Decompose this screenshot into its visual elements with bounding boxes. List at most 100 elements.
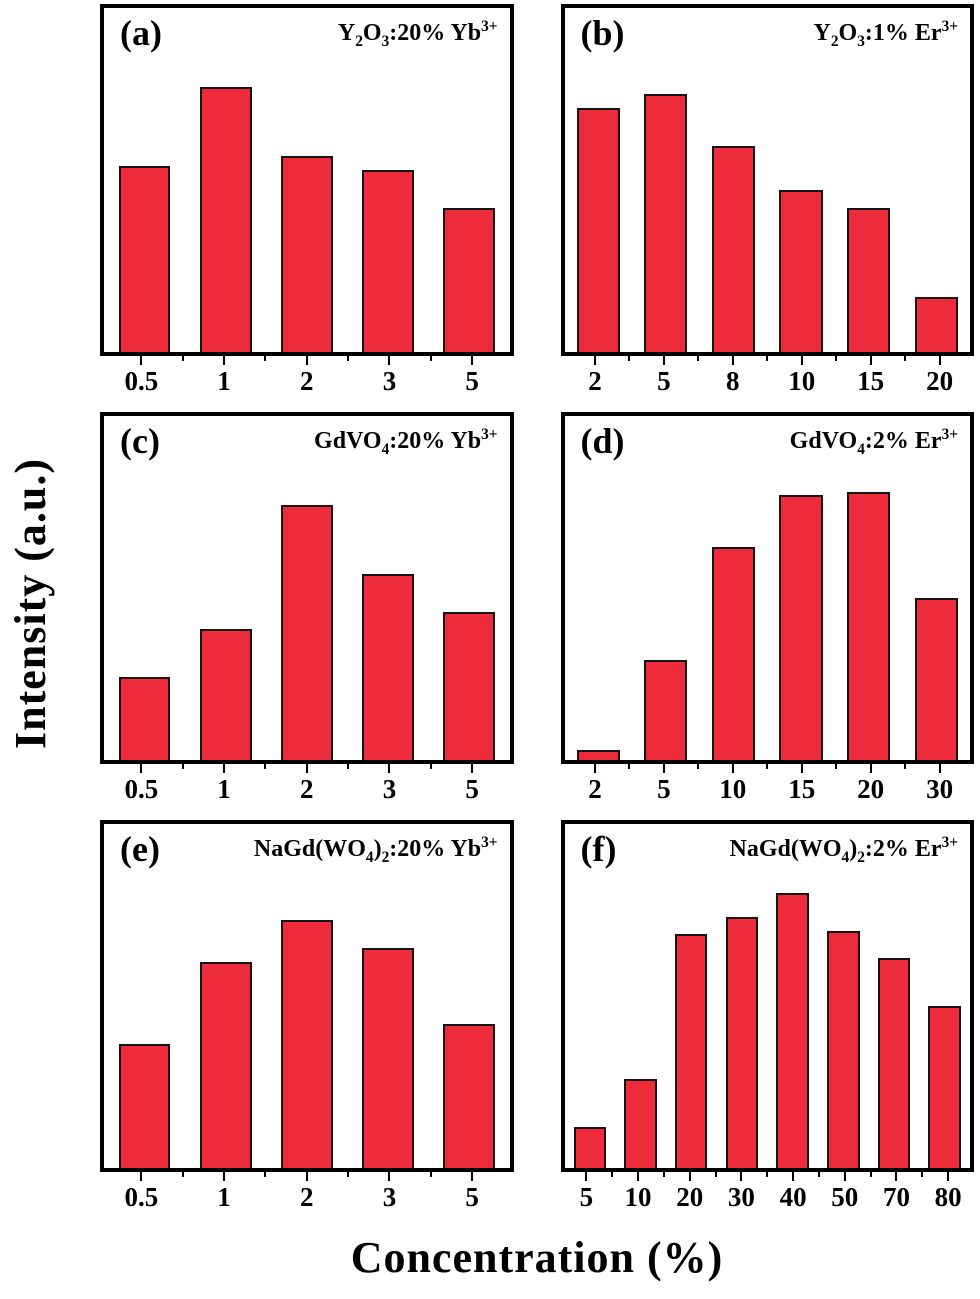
bar-50 [827,930,860,1168]
major-tick [792,1172,795,1181]
bar-cell [632,416,700,760]
x-tick-labels: 5 10 20 30 40 50 70 80 [561,1182,975,1212]
bar-cell [104,416,185,760]
x-tick-label: 1 [217,366,231,396]
panel-c: (c) GdVO4:20% Yb3+ 0.5 1 2 3 5 [100,412,514,804]
major-tick [938,356,941,365]
bar-cell [565,824,616,1168]
bar-cell [565,416,633,760]
bar-cell [104,8,185,352]
x-tick-label: 30 [926,774,954,804]
minor-tick [835,764,838,769]
panel-title: Y2O3:1% Er3+ [813,18,958,50]
bar-0.5 [118,1044,171,1168]
panel-label: (a) [120,13,162,53]
bar-cell [428,416,509,760]
panel-a: (a) Y2O3:20% Yb3+ 0.5 1 2 3 5 [100,4,514,396]
x-tick-label: 10 [719,774,747,804]
x-axis-label: Concentration (%) [350,1233,724,1282]
x-ticks [100,356,514,366]
plot-area-c: (c) GdVO4:20% Yb3+ [100,412,514,764]
bar-cell [632,8,700,352]
minor-tick [181,1172,184,1177]
major-tick [800,356,803,365]
bar-cell [428,824,509,1168]
bar-0.5 [118,166,171,352]
minor-tick [347,1172,350,1177]
bar-cell [428,8,509,352]
minor-tick [264,356,267,361]
minor-tick [662,1172,665,1177]
bar-2 [280,920,333,1168]
minor-tick [264,764,267,769]
bar-cell [835,8,903,352]
x-tick-label: 70 [882,1182,910,1212]
bar-cell [700,8,768,352]
minor-tick [817,1172,820,1177]
x-tick-labels: 2 5 8 10 15 20 [561,366,975,396]
minor-tick [429,356,432,361]
x-tick-label: 3 [382,1182,397,1212]
major-tick [388,1172,391,1181]
x-tick-label: 1 [217,774,231,804]
x-tick-label: 2 [588,774,602,804]
x-tick-label: 2 [300,1182,314,1212]
bar-cell [717,824,768,1168]
x-tick-label: 5 [579,1182,594,1212]
x-tick-label: 0.5 [124,1182,159,1212]
x-tick-label: 0.5 [124,774,159,804]
bar-1 [199,961,252,1168]
bar-cell [767,824,818,1168]
major-tick [471,1172,474,1181]
bar-2 [576,749,620,760]
panel-title: NaGd(WO4)2:20% Yb3+ [253,834,498,866]
bar-10 [624,1078,657,1168]
plot-area-e: (e) NaGd(WO4)2:20% Yb3+ [100,820,514,1172]
minor-tick [628,764,631,769]
bar-20 [914,296,958,352]
major-tick [662,356,665,365]
panel-d: (d) GdVO4:2% Er3+ 2 5 10 15 20 30 [560,412,975,804]
bar-8 [711,145,756,352]
bars [565,824,971,1168]
major-tick [740,1172,743,1181]
major-tick [593,356,596,365]
major-tick [305,764,308,773]
x-tick-label: 80 [934,1182,962,1212]
minor-tick [611,1172,614,1177]
minor-tick [181,356,184,361]
bars [565,416,971,760]
panel-b: (b) Y2O3:1% Er3+ 2 5 8 10 15 20 [560,4,975,396]
x-tick-label: 40 [779,1182,807,1212]
panel-label: (b) [580,13,625,53]
x-ticks [561,356,975,366]
panel-label: (e) [120,829,160,869]
x-tick-label: 15 [857,366,885,396]
bar-cell [902,8,970,352]
major-tick [637,1172,640,1181]
major-tick [305,356,308,365]
panel-title: GdVO4:2% Er3+ [789,426,958,458]
bar-cell [266,824,347,1168]
major-tick [388,356,391,365]
major-tick [731,356,734,365]
bar-3 [361,947,414,1168]
bar-cell [869,824,920,1168]
major-tick [938,764,941,773]
x-tick-labels: 0.5 1 2 3 5 [100,366,514,396]
major-tick [662,764,665,773]
bar-80 [928,1006,961,1168]
bar-cell [104,824,185,1168]
bar-cell [266,416,347,760]
major-tick [223,764,226,773]
bar-1 [199,87,252,352]
bar-cell [767,416,835,760]
minor-tick [766,356,769,361]
x-tick-label: 5 [465,774,479,804]
major-tick [223,356,226,365]
x-tick-labels: 2 5 10 15 20 30 [561,774,975,804]
bar-cell [818,824,869,1168]
minor-tick [347,356,350,361]
bar-cell [565,8,633,352]
